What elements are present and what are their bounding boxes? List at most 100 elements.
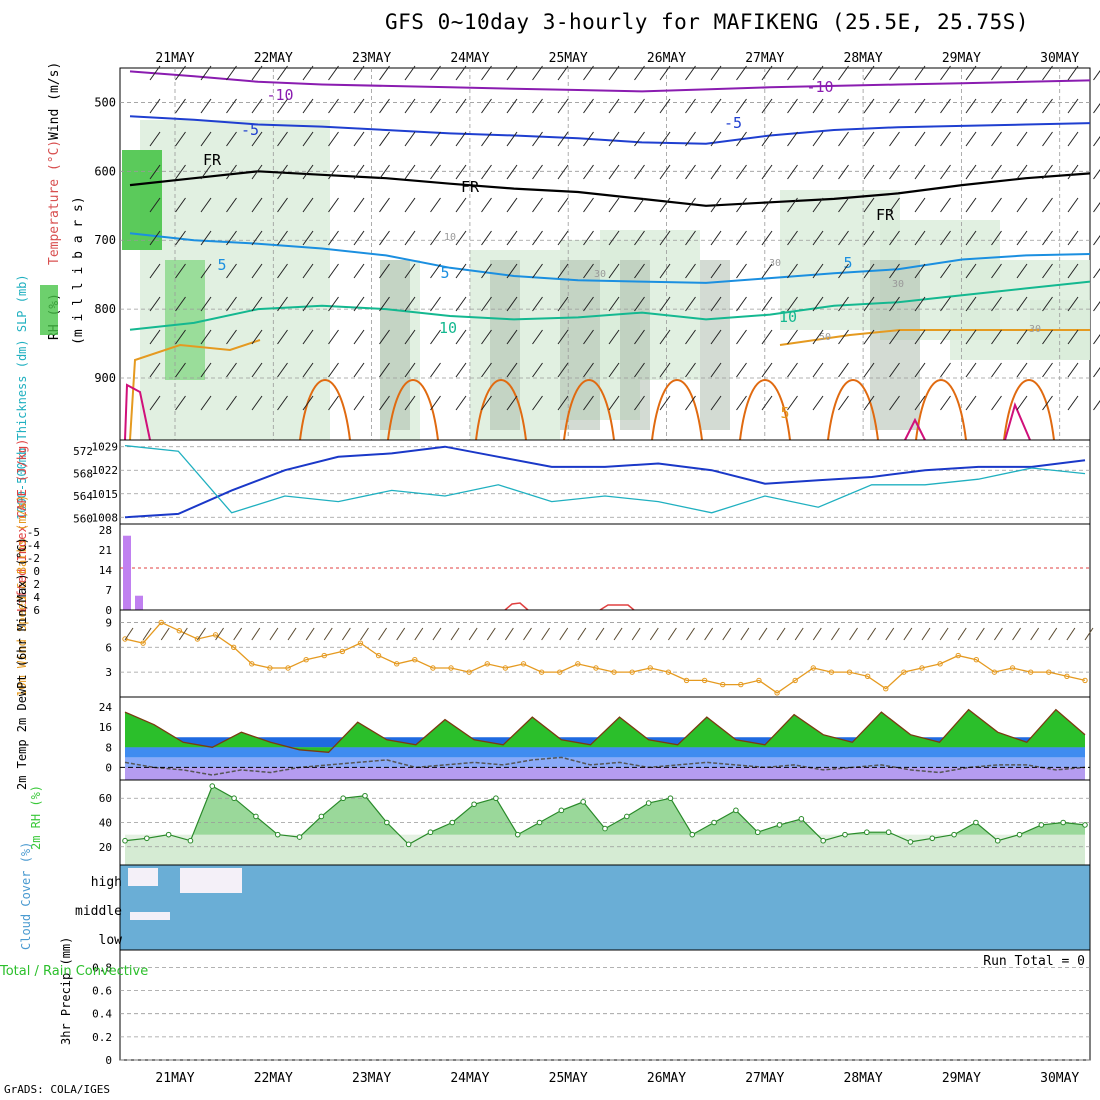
wind-barb	[149, 164, 161, 180]
wind-barb-10m	[215, 627, 224, 641]
wind-barb	[200, 65, 212, 81]
wind-speed-point	[230, 644, 237, 650]
wind-barb	[532, 329, 543, 345]
rh-point	[885, 829, 892, 836]
wind-barb	[863, 230, 875, 246]
wind-barb	[863, 65, 875, 81]
contour-5C-hump	[827, 379, 879, 441]
y-tick-label: 900	[94, 371, 116, 385]
rh-point	[209, 783, 216, 789]
y-tick-label-cloud: middle	[75, 904, 122, 919]
rh-legend-swatch	[40, 285, 58, 335]
wind-barb	[863, 296, 875, 312]
wind-barb	[149, 395, 161, 411]
rh-gray-shade	[620, 260, 650, 430]
wind-barb-10m	[523, 627, 532, 641]
contour-magenta	[124, 383, 151, 441]
wind-barb-10m	[686, 627, 695, 641]
temp-band	[125, 747, 1085, 758]
wind-speed-point	[412, 657, 418, 663]
rh-point	[624, 813, 630, 820]
wind-barb	[787, 197, 798, 213]
wind-barb	[608, 65, 620, 81]
cape-bar	[123, 535, 131, 610]
cloud-clear-patch	[130, 912, 170, 920]
contour-5C-hump	[651, 379, 703, 441]
wind-barb	[328, 131, 339, 147]
wind-speed-point	[937, 661, 943, 667]
rh-point	[864, 829, 870, 836]
rh-high-shade	[165, 260, 205, 380]
wind-barb-10m	[975, 627, 985, 641]
wind-speed-point	[375, 652, 382, 659]
wind-barb-10m	[577, 627, 587, 641]
contour-label: 5	[780, 404, 789, 422]
wind-barb	[277, 296, 288, 312]
rh-high-shade	[122, 150, 162, 250]
wind-speed-point	[611, 669, 617, 675]
wind-barb	[226, 395, 237, 411]
wind-barb	[481, 98, 492, 114]
wind-barb	[302, 164, 314, 180]
wind-barb	[1016, 197, 1028, 213]
wind-barb	[200, 197, 212, 213]
wind-barb	[991, 197, 1002, 213]
wind-barb	[455, 98, 467, 114]
wind-barb	[991, 65, 1002, 81]
contour--5	[129, 115, 1091, 145]
wind-barb	[328, 98, 339, 114]
wind-barb	[557, 296, 569, 312]
y-tick-label-precip: 0.4	[92, 1008, 112, 1021]
wind-barb-10m	[812, 627, 822, 641]
wind-barb-10m	[613, 627, 623, 641]
contour-label: 30	[892, 279, 904, 290]
rh-point	[362, 792, 368, 799]
wind-barb	[787, 263, 798, 279]
wind-barb	[455, 263, 467, 279]
wind-barb	[226, 263, 237, 279]
wind-barb	[481, 362, 492, 378]
x-tick-label-top: 27MAY	[745, 51, 784, 66]
wind-speed-point	[357, 640, 364, 646]
wind-speed-point	[665, 669, 672, 675]
wind-barb	[532, 395, 543, 411]
wind-speed-point	[955, 652, 961, 659]
wind-barb	[1093, 268, 1100, 279]
wind-speed-point	[520, 661, 527, 667]
rh-point	[274, 831, 281, 838]
wind-barb	[481, 197, 492, 213]
wind-barb	[251, 329, 263, 345]
wind-barb	[353, 263, 365, 279]
wind-barb	[251, 98, 263, 114]
wind-barb-10m	[468, 627, 478, 641]
wind-barb	[251, 362, 263, 378]
rh-point	[907, 839, 914, 845]
wind-barb	[965, 230, 977, 246]
wind-barb	[175, 263, 186, 279]
li-marker	[599, 604, 635, 611]
wind-barb	[736, 230, 747, 246]
wind-barb	[200, 230, 212, 246]
wind-barb	[506, 362, 518, 378]
wind-barb	[557, 395, 569, 411]
wind-barb	[583, 197, 594, 213]
wind-barb	[812, 296, 824, 312]
wind-speed-point	[249, 661, 255, 667]
wind-barb	[914, 296, 926, 312]
wind-barb	[787, 230, 798, 246]
rh-point	[384, 819, 390, 826]
wind-barb	[710, 296, 722, 312]
wind-barb	[736, 329, 747, 345]
rh-point	[558, 807, 565, 814]
wind-barb-10m	[251, 627, 261, 641]
wind-barb	[379, 362, 390, 378]
wind-barb	[149, 131, 161, 147]
wind-barb	[761, 98, 773, 114]
wind-speed-point	[756, 677, 762, 684]
wind-barb	[838, 296, 849, 312]
wind-speed-point	[810, 665, 817, 671]
rh-point	[994, 837, 1001, 844]
wind-barb	[583, 263, 594, 279]
wind-barb-10m	[903, 627, 913, 641]
